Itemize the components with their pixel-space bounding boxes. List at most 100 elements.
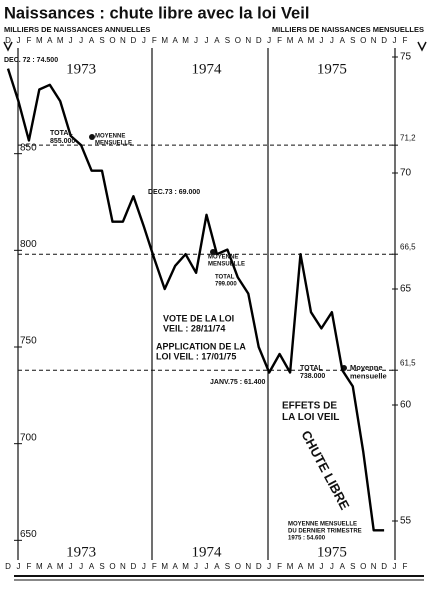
- x-tick-label: S: [350, 36, 355, 45]
- x-tick-label: F: [26, 562, 31, 571]
- x-tick-label: M: [57, 562, 64, 571]
- x-tick-label: A: [47, 36, 53, 45]
- x-tick-label: J: [205, 562, 209, 571]
- x-tick-label: N: [120, 36, 126, 45]
- y-tick-label: 800: [20, 239, 37, 250]
- x-tick-label: N: [120, 562, 126, 571]
- annotation-text: MENSUELLE: [95, 140, 132, 146]
- x-tick-label: A: [214, 562, 220, 571]
- x-tick-label: D: [381, 562, 387, 571]
- x-tick-label: J: [142, 562, 146, 571]
- x-tick-label: J: [205, 36, 209, 45]
- x-tick-label: S: [99, 36, 104, 45]
- annotation-text: DEC.73 : 69.000: [148, 189, 200, 196]
- x-tick-label: D: [130, 36, 136, 45]
- x-tick-label: O: [235, 562, 241, 571]
- annotation-text: Moyenne: [350, 363, 383, 372]
- x-tick-label: A: [214, 36, 220, 45]
- x-tick-label: J: [319, 36, 323, 45]
- x-tick-label: M: [287, 36, 294, 45]
- y2-tick-label: 65: [400, 284, 412, 295]
- annotation-text: MENSUELLE: [208, 261, 245, 267]
- x-tick-label: J: [393, 36, 397, 45]
- y2-tick-label: 71,2: [400, 133, 416, 142]
- x-tick-label: J: [267, 36, 271, 45]
- x-tick-label: M: [287, 562, 294, 571]
- annotation-text: LOI VEIL : 17/01/75: [156, 352, 236, 362]
- y2-axis-title: MILLIERS DE NAISSANCES MENSUELLES: [272, 25, 424, 34]
- y-tick-label: 850: [20, 142, 37, 153]
- x-tick-label: N: [245, 36, 251, 45]
- year-label: 1975: [317, 544, 347, 560]
- x-tick-label: J: [330, 36, 334, 45]
- year-label: 1973: [66, 544, 96, 560]
- annotation-text: VOTE DE LA LOI: [163, 313, 234, 323]
- x-tick-label: F: [277, 562, 282, 571]
- x-tick-label: A: [89, 36, 95, 45]
- annotation-text: MOYENNE: [208, 255, 238, 261]
- annotation-text: 738.000: [300, 373, 325, 380]
- x-tick-label: A: [172, 562, 178, 571]
- x-tick-label: S: [225, 36, 230, 45]
- annotation-text: VEIL : 28/11/74: [163, 324, 225, 334]
- annotation-text: EFFETS DE: [282, 401, 337, 412]
- x-tick-label: M: [36, 36, 43, 45]
- annotation-text: TOTAL: [50, 130, 73, 137]
- y-tick-label: 650: [20, 529, 37, 540]
- x-tick-label: J: [393, 562, 397, 571]
- x-tick-label: M: [308, 562, 315, 571]
- y2-tick-label: 60: [400, 400, 412, 411]
- annotation-text: LA LOI VEIL: [282, 412, 339, 423]
- x-tick-label: D: [256, 36, 262, 45]
- annotation-text: DEC. 72 : 74.500: [4, 57, 58, 64]
- year-label: 1975: [317, 61, 347, 77]
- y2-tick-label: 61,5: [400, 358, 416, 367]
- x-tick-label: M: [308, 36, 315, 45]
- annotation-text: DU DERNIER TRIMESTRE: [288, 528, 362, 534]
- annotation-text: mensuelle: [350, 372, 387, 381]
- year-label: 1974: [192, 544, 223, 560]
- x-tick-label: M: [161, 562, 168, 571]
- annotation-text: 855.000: [50, 138, 75, 145]
- x-tick-label: M: [182, 36, 189, 45]
- x-tick-label: F: [26, 36, 31, 45]
- y-tick-label: 700: [20, 432, 37, 443]
- x-tick-label: F: [277, 36, 282, 45]
- x-tick-label: N: [371, 562, 377, 571]
- x-tick-label: A: [298, 36, 304, 45]
- dot: [210, 249, 216, 255]
- x-tick-label: O: [360, 562, 366, 571]
- annotation-text: MOYENNE MENSUELLE: [288, 522, 357, 528]
- x-tick-label: M: [182, 562, 189, 571]
- x-tick-label: F: [403, 562, 408, 571]
- x-tick-label: F: [152, 36, 157, 45]
- x-tick-label: D: [130, 562, 136, 571]
- x-tick-label: J: [319, 562, 323, 571]
- y2-tick-label: 75: [400, 52, 412, 63]
- x-tick-label: N: [371, 36, 377, 45]
- x-tick-label: O: [360, 36, 366, 45]
- x-tick-label: N: [245, 562, 251, 571]
- x-tick-label: J: [69, 36, 73, 45]
- y-axis-title: MILLIERS DE NAISSANCES ANNUELLES: [4, 25, 150, 34]
- x-tick-label: A: [298, 562, 304, 571]
- x-tick-label: A: [47, 562, 53, 571]
- x-tick-label: S: [350, 562, 355, 571]
- x-tick-label: D: [5, 562, 11, 571]
- x-tick-label: S: [225, 562, 230, 571]
- year-label: 1974: [192, 61, 223, 77]
- x-tick-label: D: [5, 36, 11, 45]
- x-tick-label: J: [330, 562, 334, 571]
- x-tick-label: F: [403, 36, 408, 45]
- x-tick-label: J: [69, 562, 73, 571]
- annotation-text: TOTAL: [300, 365, 323, 372]
- y2-tick-label: 55: [400, 516, 412, 527]
- chart-title: Naissances : chute libre avec la loi Vei…: [4, 4, 309, 22]
- x-tick-label: O: [235, 36, 241, 45]
- x-tick-label: A: [340, 36, 346, 45]
- x-tick-label: A: [89, 562, 95, 571]
- y2-tick-label: 70: [400, 168, 412, 179]
- dot: [89, 134, 95, 140]
